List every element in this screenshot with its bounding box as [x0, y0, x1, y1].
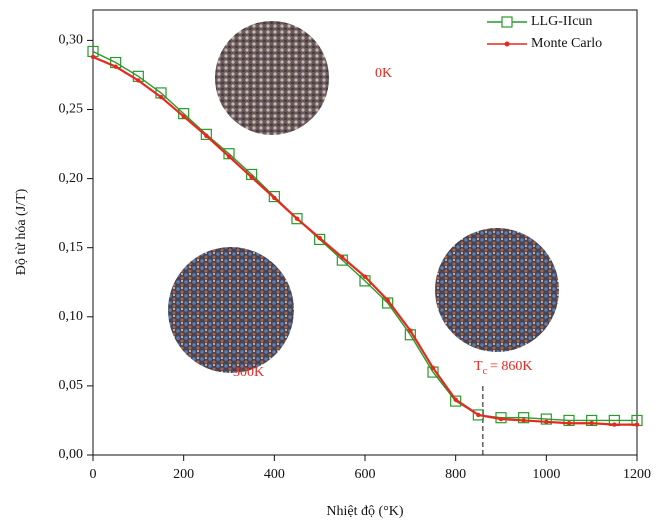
marker [314, 233, 326, 246]
x-tick-label: 600 [355, 467, 376, 482]
series-line [92, 55, 637, 426]
x-tick-label: 400 [264, 467, 285, 482]
marker [204, 133, 209, 138]
y-tick-label: 0,15 [59, 240, 84, 255]
y-tick-label: 0,05 [59, 378, 84, 393]
marker [90, 54, 96, 60]
x-tick-label: 1200 [623, 467, 651, 482]
marker [498, 416, 504, 422]
legend-marker [501, 16, 513, 28]
marker [181, 114, 186, 119]
particle-image [215, 21, 329, 135]
y-tick-label: 0,25 [59, 102, 84, 117]
marker [385, 298, 390, 303]
plot-frame [92, 9, 638, 456]
marker [268, 190, 280, 203]
marker [408, 328, 413, 333]
x-tick-label: 1000 [532, 467, 560, 482]
y-tick-label: 0,10 [59, 309, 84, 324]
marker [563, 414, 575, 427]
marker [317, 235, 322, 241]
annotation: 300K [233, 365, 264, 380]
tc-text: = 860K [490, 359, 533, 374]
marker [223, 148, 235, 160]
marker [521, 418, 526, 423]
x-axis-label: Nhiệt độ (°K) [326, 504, 403, 519]
marker [540, 413, 552, 425]
marker [246, 168, 258, 181]
y-tick-label: 0,00 [59, 447, 84, 462]
tc-annotation: Tc = 860K [474, 359, 533, 377]
marker [291, 213, 303, 225]
y-tick-label: 0,20 [59, 171, 84, 186]
tc-symbol: T [474, 359, 483, 374]
y-axis-label: Độ từ hóa (J/T) [14, 188, 29, 275]
marker [476, 412, 481, 418]
marker [294, 216, 300, 221]
tc-subscript: c [483, 366, 488, 377]
marker [113, 64, 118, 69]
marker [272, 195, 277, 201]
marker [249, 175, 254, 180]
marker [518, 412, 530, 424]
annotation: 0K [375, 66, 392, 81]
marker [450, 395, 462, 407]
marker [178, 108, 190, 120]
marker [589, 421, 594, 426]
x-tick-label: 0 [90, 467, 97, 482]
marker [544, 419, 549, 425]
marker [340, 255, 345, 260]
legend-label: LLG-IIcun [531, 14, 592, 29]
marker [136, 78, 141, 83]
legend-marker [504, 41, 510, 47]
marker [566, 421, 572, 426]
series-line [92, 50, 637, 422]
marker [430, 365, 436, 371]
x-tick-label: 800 [445, 467, 466, 482]
x-tick-label: 200 [173, 467, 194, 482]
marker [634, 422, 640, 427]
marker [336, 254, 348, 266]
marker [362, 274, 368, 279]
y-tick-label: 0,30 [59, 33, 84, 48]
marker [612, 422, 617, 427]
legend-label: Monte Carlo [531, 36, 602, 51]
marker [200, 128, 212, 140]
particle-image [168, 247, 294, 373]
marker [226, 154, 232, 159]
marker [158, 94, 164, 100]
marker [382, 297, 394, 309]
marker [453, 397, 458, 402]
particle-image [435, 228, 559, 352]
marker [586, 414, 598, 427]
